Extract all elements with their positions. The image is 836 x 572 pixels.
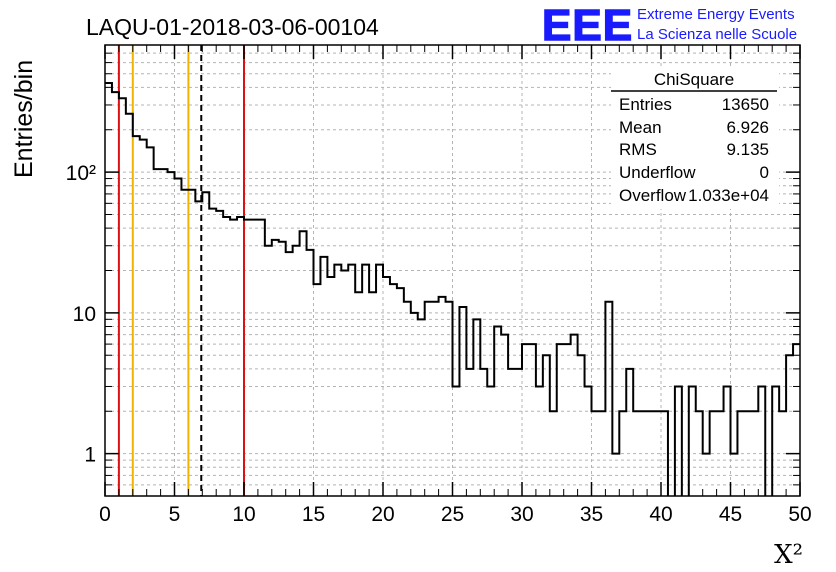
stats-box: ChiSquare Entries 13650 Mean 6.926 RMS 9… bbox=[611, 67, 779, 209]
x-tick-label: 5 bbox=[169, 503, 181, 526]
stats-underflow-value: 0 bbox=[760, 163, 769, 182]
axis-tick-labels: 0 5 10 15 20 25 30 35 40 45 50 1 10 10² bbox=[66, 162, 812, 526]
chart-title: LAQU-01-2018-03-06-00104 bbox=[86, 14, 379, 40]
stats-rms-label: RMS bbox=[619, 140, 657, 159]
stats-mean-value: 6.926 bbox=[726, 118, 769, 137]
x-tick-label: 25 bbox=[441, 503, 464, 526]
stats-title: ChiSquare bbox=[654, 70, 734, 89]
x-tick-label: 20 bbox=[371, 503, 394, 526]
eee-logo-line1: Extreme Energy Events bbox=[637, 6, 795, 23]
x-axis-label: X² bbox=[774, 540, 803, 570]
eee-logo-mark: EEE bbox=[542, 1, 633, 50]
stats-rms-value: 9.135 bbox=[726, 140, 769, 159]
y-axis-label: Entries/bin bbox=[10, 60, 38, 178]
x-tick-label: 10 bbox=[232, 503, 255, 526]
x-tick-label: 15 bbox=[302, 503, 325, 526]
stats-underflow-label: Underflow bbox=[619, 163, 696, 182]
stats-entries-value: 13650 bbox=[722, 95, 769, 114]
y-tick-label: 10 bbox=[73, 303, 96, 326]
x-tick-label: 45 bbox=[719, 503, 742, 526]
y-tick-label: 1 bbox=[84, 444, 96, 467]
x-tick-label: 0 bbox=[99, 503, 111, 526]
x-tick-label: 30 bbox=[510, 503, 533, 526]
axis-ticks bbox=[104, 45, 801, 496]
histogram-steps bbox=[105, 81, 800, 496]
x-tick-label: 50 bbox=[788, 503, 811, 526]
grid-lines bbox=[105, 45, 800, 496]
x-tick-label: 40 bbox=[649, 503, 672, 526]
stats-entries-label: Entries bbox=[619, 95, 672, 114]
y-tick-label: 10² bbox=[66, 162, 96, 185]
stats-overflow-label: Overflow bbox=[619, 186, 687, 205]
x-tick-label: 35 bbox=[580, 503, 603, 526]
eee-logo: EEE Extreme Energy Events La Scienza nel… bbox=[541, 0, 797, 51]
stats-overflow-value: 1.033e+04 bbox=[688, 186, 769, 205]
eee-logo-line2: La Scienza nelle Scuole bbox=[637, 26, 797, 43]
stats-mean-label: Mean bbox=[619, 118, 662, 137]
